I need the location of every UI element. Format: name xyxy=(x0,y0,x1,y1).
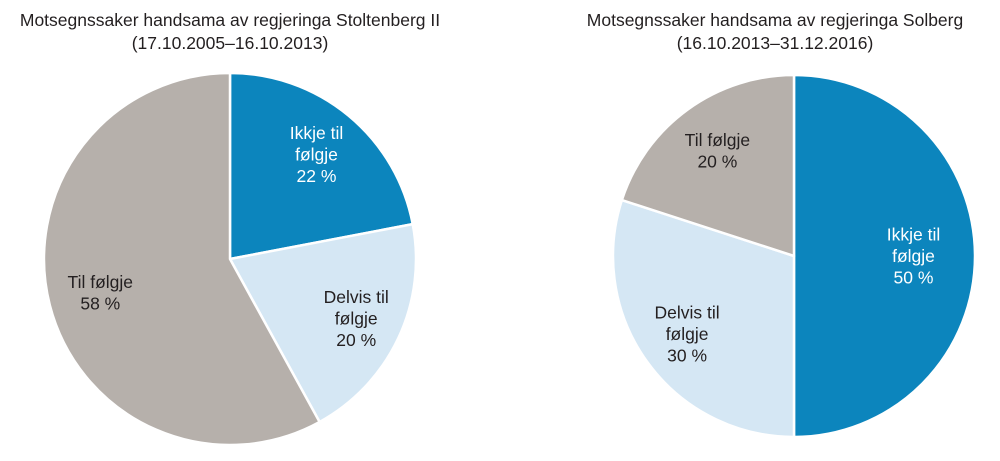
pie-1-label-ikkje-til-f-lgje-line-2: følgje xyxy=(295,145,338,165)
chart-title-stoltenberg-line1: Motsegnssaker handsama av regjeringa Sto… xyxy=(19,10,441,30)
pie-2-label-til-f-lgje-line-1: Til følgje xyxy=(685,130,750,150)
pie-1-slice-delvis-til-f-lgje xyxy=(228,222,418,424)
pie-2-label-ikkje-til-f-lgje-line-1: Ikkje til xyxy=(887,225,940,245)
pie-2-label-ikkje-til-f-lgje-line-2: følgje xyxy=(892,246,935,266)
pie-2-label-delvis-til-f-lgje-line-3: 30 % xyxy=(667,345,707,365)
pie-2-label-til-f-lgje-line-2: 20 % xyxy=(697,152,737,172)
chart-title-solberg: Motsegnssaker handsama av regjeringa Sol… xyxy=(545,9,1000,55)
pie-1-slice-til-f-lgje xyxy=(42,71,321,447)
pie-2-label-delvis-til-f-lgje-line-2: følgje xyxy=(666,324,709,344)
pie-1-label-delvis-til-f-lgje-line-1: Delvis til xyxy=(324,287,389,307)
pie-1-label-ikkje-til-f-lgje-line-3: 22 % xyxy=(297,166,337,186)
pie-1-label-delvis-til-f-lgje-line-2: følgje xyxy=(335,309,378,329)
pie-1-slice-ikkje-til-f-lgje xyxy=(228,71,414,261)
pie-1-label-ikkje-til-f-lgje-line-1: Ikkje til xyxy=(290,123,343,143)
pie-2-label-ikkje-til-f-lgje-line-3: 50 % xyxy=(894,268,934,288)
pie-2-slice-delvis-til-f-lgje xyxy=(611,198,796,439)
chart-title-solberg-dates: (16.10.2013–31.12.2016) xyxy=(676,33,874,53)
chart-title-stoltenberg: Motsegnssaker handsama av regjeringa Sto… xyxy=(0,9,460,55)
chart-title-solberg-line1: Motsegnssaker handsama av regjeringa Sol… xyxy=(586,10,964,30)
pie-1-label-delvis-til-f-lgje-line-3: 20 % xyxy=(336,330,376,350)
pie-2-label-delvis-til-f-lgje-line-1: Delvis til xyxy=(655,302,720,322)
pie-2-slice-til-f-lgje xyxy=(620,73,796,258)
pie-1-label-til-f-lgje-line-1: Til følgje xyxy=(68,272,133,292)
chart-title-stoltenberg-dates: (17.10.2005–16.10.2013) xyxy=(131,33,329,53)
pie-1-label-til-f-lgje-line-2: 58 % xyxy=(80,293,120,313)
pie-2-slice-ikkje-til-f-lgje xyxy=(792,73,977,439)
